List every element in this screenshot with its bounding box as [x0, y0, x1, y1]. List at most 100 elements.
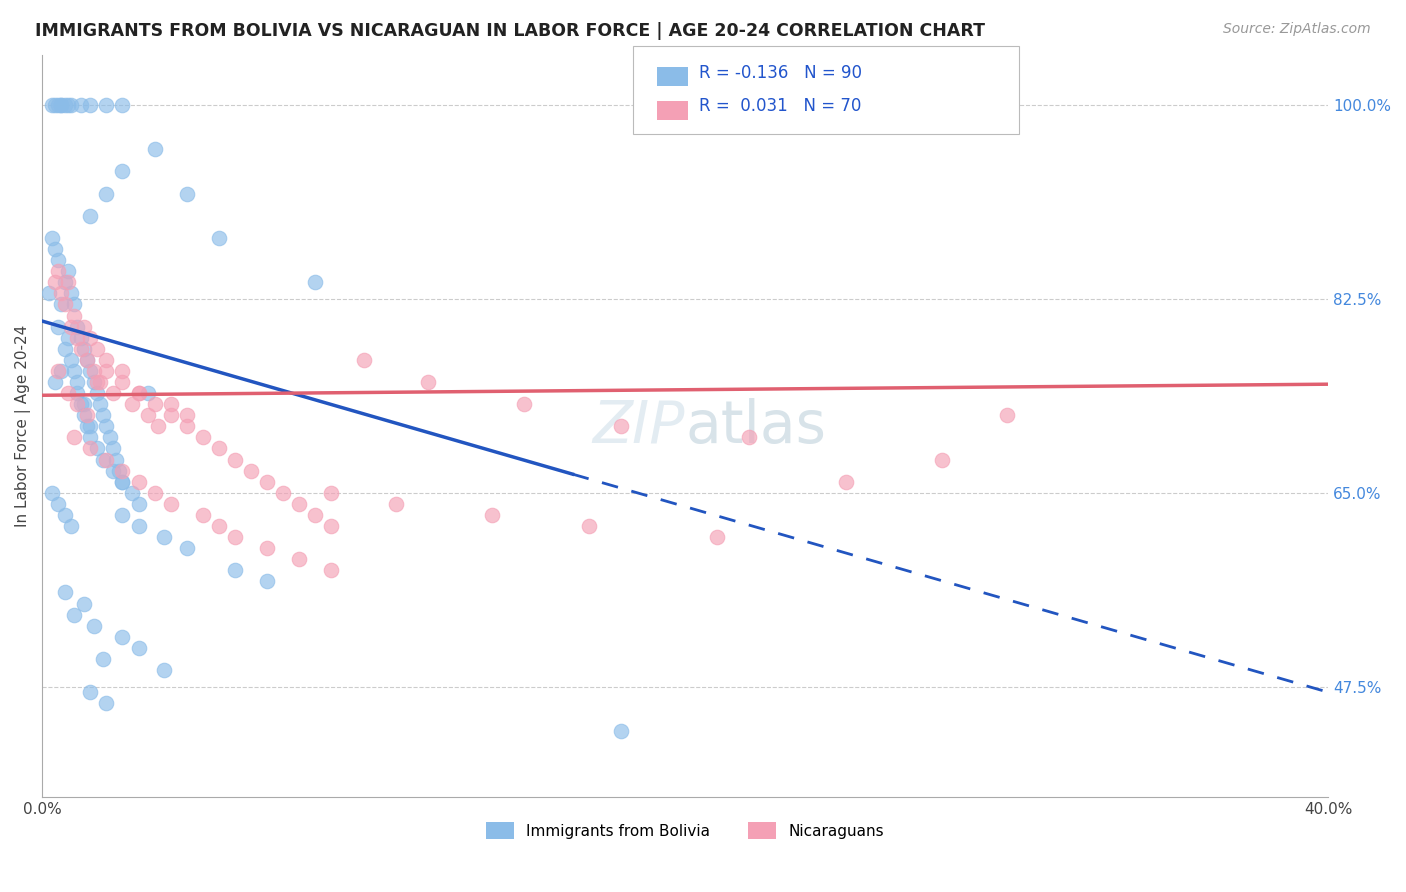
Point	[224, 530, 246, 544]
Point	[176, 408, 198, 422]
Point	[176, 541, 198, 556]
Point	[111, 464, 134, 478]
Point	[60, 352, 83, 367]
Point	[101, 386, 124, 401]
Point	[224, 563, 246, 577]
Point	[51, 98, 73, 112]
Point	[128, 386, 150, 401]
Point	[44, 242, 66, 256]
Point	[706, 530, 728, 544]
Y-axis label: In Labor Force | Age 20-24: In Labor Force | Age 20-24	[15, 326, 31, 527]
Point	[835, 475, 858, 489]
Point	[143, 485, 166, 500]
Point	[60, 98, 83, 112]
Point	[53, 342, 76, 356]
Point	[46, 98, 69, 112]
Point	[128, 497, 150, 511]
Point	[51, 364, 73, 378]
Point	[111, 475, 134, 489]
Point	[610, 419, 633, 434]
Text: Source: ZipAtlas.com: Source: ZipAtlas.com	[1223, 22, 1371, 37]
Point	[288, 552, 311, 566]
Point	[60, 319, 83, 334]
Point	[63, 309, 86, 323]
Text: IMMIGRANTS FROM BOLIVIA VS NICARAGUAN IN LABOR FORCE | AGE 20-24 CORRELATION CHA: IMMIGRANTS FROM BOLIVIA VS NICARAGUAN IN…	[35, 22, 986, 40]
Point	[578, 519, 600, 533]
Text: atlas: atlas	[685, 398, 827, 455]
Point	[353, 352, 375, 367]
Point	[513, 397, 536, 411]
Point	[53, 585, 76, 599]
Point	[86, 342, 108, 356]
Point	[86, 442, 108, 456]
Point	[96, 98, 118, 112]
Point	[46, 364, 69, 378]
Point	[86, 375, 108, 389]
Point	[69, 98, 91, 112]
Point	[288, 497, 311, 511]
Point	[63, 607, 86, 622]
Point	[98, 430, 121, 444]
Point	[91, 408, 114, 422]
Point	[931, 452, 953, 467]
Point	[51, 286, 73, 301]
Text: R =  0.031   N = 70: R = 0.031 N = 70	[699, 97, 860, 115]
Point	[51, 297, 73, 311]
Point	[321, 563, 343, 577]
Point	[73, 342, 96, 356]
Point	[46, 319, 69, 334]
Point	[46, 497, 69, 511]
Point	[128, 640, 150, 655]
Point	[41, 485, 63, 500]
Point	[111, 375, 134, 389]
Point	[76, 352, 98, 367]
Point	[256, 541, 278, 556]
Point	[83, 618, 105, 632]
Point	[208, 231, 231, 245]
Point	[73, 408, 96, 422]
Point	[76, 408, 98, 422]
Point	[111, 630, 134, 644]
Point	[384, 497, 406, 511]
Point	[111, 164, 134, 178]
Point	[56, 386, 79, 401]
Point	[73, 597, 96, 611]
Point	[69, 331, 91, 345]
Text: R = -0.136   N = 90: R = -0.136 N = 90	[699, 64, 862, 82]
Point	[56, 264, 79, 278]
Point	[304, 275, 326, 289]
Point	[105, 452, 128, 467]
Point	[96, 696, 118, 710]
Point	[83, 375, 105, 389]
Legend: Immigrants from Bolivia, Nicaraguans: Immigrants from Bolivia, Nicaraguans	[481, 815, 890, 846]
Point	[96, 186, 118, 201]
Point	[73, 319, 96, 334]
Point	[738, 430, 761, 444]
Point	[304, 508, 326, 522]
Point	[176, 186, 198, 201]
Point	[44, 98, 66, 112]
Point	[66, 319, 89, 334]
Point	[96, 452, 118, 467]
Point	[271, 485, 294, 500]
Point	[79, 430, 101, 444]
Point	[256, 574, 278, 589]
Point	[108, 464, 131, 478]
Point	[153, 530, 176, 544]
Point	[96, 419, 118, 434]
Point	[53, 98, 76, 112]
Point	[66, 331, 89, 345]
Point	[60, 519, 83, 533]
Point	[208, 442, 231, 456]
Point	[44, 275, 66, 289]
Point	[208, 519, 231, 533]
Point	[79, 98, 101, 112]
Point	[63, 430, 86, 444]
Point	[121, 485, 143, 500]
Point	[111, 475, 134, 489]
Point	[256, 475, 278, 489]
Point	[46, 253, 69, 268]
Point	[128, 519, 150, 533]
Point	[191, 508, 214, 522]
Point	[83, 364, 105, 378]
